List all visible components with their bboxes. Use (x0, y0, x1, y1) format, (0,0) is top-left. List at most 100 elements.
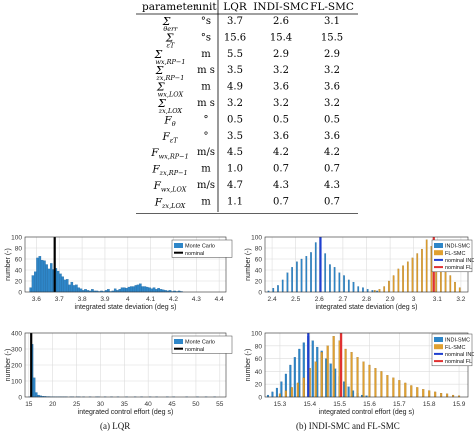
x-tick-label: 15.7 (393, 401, 406, 408)
histogram-bar (134, 285, 138, 293)
legend-swatch (434, 337, 443, 342)
x-tick-label: 45 (168, 401, 176, 408)
lqr-cell: 15.6 (224, 32, 246, 43)
histogram-bar (326, 345, 329, 398)
histogram-bar (368, 364, 371, 398)
indi-smc-cell: 15.4 (270, 32, 292, 43)
series-indi-smc (267, 242, 378, 293)
table-rules (136, 0, 358, 214)
table-row: FεT ° 3.5 3.6 3.6 (161, 131, 340, 145)
fl-smc-cell: 4.2 (324, 147, 340, 158)
param-cell: Fθ (163, 114, 175, 128)
histogram-bar (120, 287, 124, 293)
fl-smc-cell: 15.5 (321, 32, 343, 43)
x-tick-label: 15.4 (303, 401, 316, 408)
histogram-bar (296, 261, 298, 293)
indi-smc-cell: 3.6 (273, 131, 289, 142)
y-tick-label: 100 (11, 235, 22, 242)
lqr-cell: 5.5 (227, 49, 243, 60)
x-axis-label: integrated state deviation (deg s) (316, 304, 418, 311)
histogram-bar (362, 287, 364, 293)
y-axis-label: number (-) (245, 349, 252, 382)
histogram-bar (107, 289, 110, 293)
x-tick-label: 30 (97, 401, 105, 408)
plot-frame (24, 236, 227, 293)
y-tick-label: 400 (11, 331, 22, 338)
histogram-bar (141, 286, 144, 293)
histogram-bar (293, 357, 296, 398)
x-tick-label: 2.4 (268, 296, 277, 303)
x-tick-label: 4.1 (146, 296, 155, 303)
histogram-bar (275, 387, 278, 398)
lqr-cell: 4.7 (227, 180, 243, 191)
histogram-bar (397, 268, 400, 293)
histogram-bar (440, 393, 443, 398)
histogram-bar (68, 284, 71, 293)
y-tick-label: 80 (255, 343, 263, 350)
histogram-bar (56, 270, 60, 293)
histogram-bar (386, 375, 389, 398)
histogram-bar (38, 256, 42, 293)
histogram-bar (145, 286, 149, 293)
legend-box (171, 239, 233, 258)
histogram-bar (458, 287, 461, 293)
indi-smc-cell: 0.7 (273, 196, 289, 207)
x-tick-label: 55 (216, 401, 224, 408)
histogram-bar (139, 283, 142, 293)
unit-cell: m (201, 164, 211, 175)
histogram-bar (286, 272, 289, 293)
x-tick-label: 2.5 (291, 296, 300, 303)
y-tick-label: 60 (15, 257, 23, 264)
histogram-bar (152, 287, 156, 293)
indi-smc-cell: 3.6 (273, 82, 289, 93)
histogram-bar (383, 286, 386, 293)
table-row: Fzx,RP−1 m 1.0 0.7 0.7 (151, 164, 340, 178)
histogram-bar (79, 288, 83, 293)
histogram-bar (388, 280, 390, 293)
y-tick-label: 80 (255, 246, 263, 253)
param-cell: Fwx,LOX (153, 180, 187, 194)
histogram-bar (70, 281, 74, 293)
legend-label: nominal FL (445, 359, 472, 365)
y-tick-label: 80 (15, 246, 23, 253)
x-tick-label: 15.8 (423, 401, 436, 408)
lqr-cell: 3.7 (227, 16, 243, 27)
fl-smc-cell: 4.3 (324, 180, 340, 191)
histogram-bar (148, 287, 151, 293)
histogram-bar (402, 265, 404, 293)
legend-label: nominal INDI (445, 352, 474, 358)
lqr-cell: 3.2 (227, 98, 243, 109)
x-tick-label: 15 (25, 401, 33, 408)
x-tick-label: 2.6 (315, 296, 324, 303)
histogram-bar (352, 281, 355, 293)
y-tick-label: 0 (258, 395, 262, 402)
lqr-state-deviation-histogram: 0 20 40 60 80 100 3.6 3.7 3.8 3.9 4 4.1 4.2 4.3 4.4 int… (5, 235, 233, 311)
unit-cell: m (201, 49, 211, 60)
y-tick-label: 100 (251, 235, 262, 242)
histogram-bar (404, 382, 407, 398)
histogram-bar (129, 286, 133, 293)
unit-cell: m s (197, 98, 215, 109)
histogram-bar (454, 281, 456, 293)
x-tick-label: 15.3 (274, 401, 287, 408)
table-row: Fwx,LOX m/s 4.7 4.3 4.3 (153, 180, 340, 194)
histogram-bar (350, 352, 353, 398)
lqr-cell: 4.9 (227, 82, 243, 93)
lqr-cell: 3.5 (227, 65, 243, 76)
histogram-bar (272, 288, 275, 293)
histogram-bar (356, 357, 359, 398)
legend-label: nominal INDI (445, 258, 474, 264)
histogram-bar (444, 268, 447, 293)
histogram-bar (311, 340, 314, 398)
histogram-bar (338, 272, 341, 293)
histogram-bar (411, 257, 414, 293)
histogram-bar (362, 361, 365, 398)
fl-smc-cell: 0.7 (324, 196, 340, 207)
histogram-bar (290, 387, 293, 398)
histogram-bar (310, 252, 312, 293)
